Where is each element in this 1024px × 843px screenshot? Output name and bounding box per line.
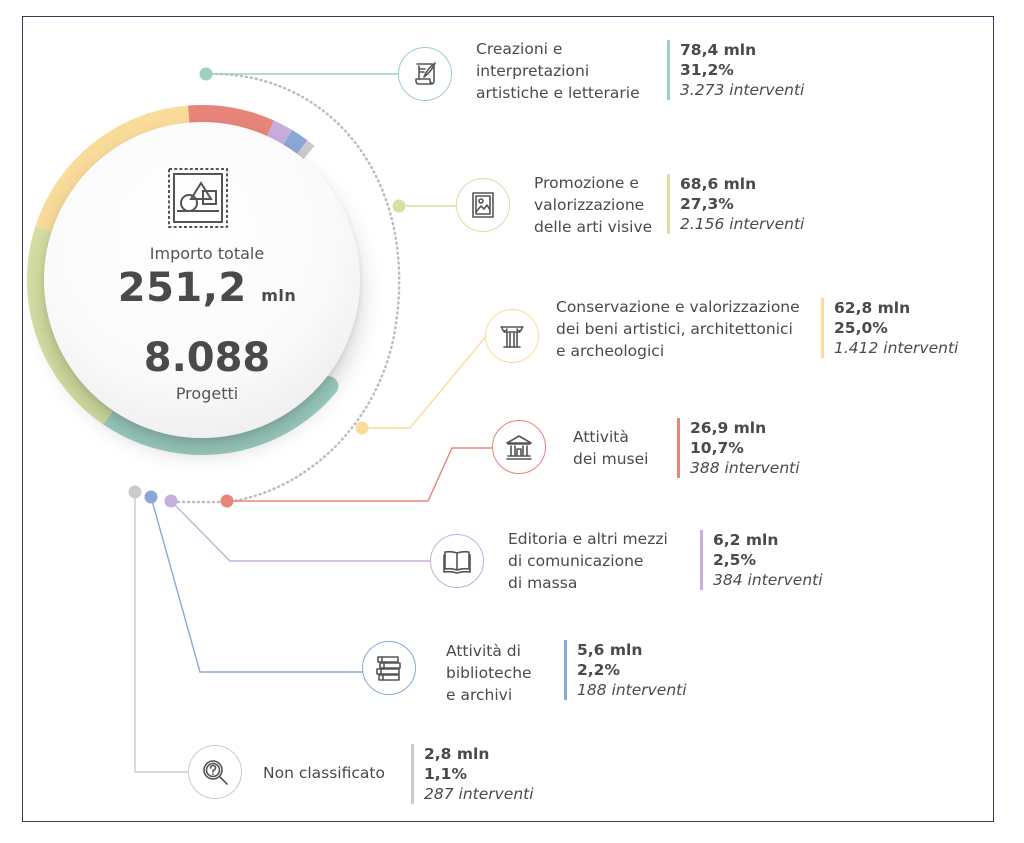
category-label-line: Conservazione e valorizzazione — [556, 298, 800, 316]
amount-value: 62,8 mln — [834, 299, 911, 317]
category-label-4: Attività dei musei — [573, 426, 648, 470]
category-values-7: 2,8 mln 1,1% 287 interventi — [411, 744, 534, 804]
category-label-line: Creazioni e — [476, 40, 563, 58]
interventions-count: 188 interventi — [577, 681, 687, 699]
category-label-line: interpretazioni — [476, 62, 590, 80]
category-label-line: Attività — [573, 428, 629, 446]
pie-slice-1 — [99, 376, 339, 455]
interventions-count: 388 interventi — [690, 459, 800, 477]
pie-slice-7 — [295, 140, 315, 162]
category-values-4: 26,9 mln 10,7% 388 interventi — [677, 418, 800, 478]
connector-line-3 — [362, 333, 489, 429]
category-label-line: dei musei — [573, 450, 649, 468]
percent-value: 1,1% — [424, 765, 467, 783]
total-amount: 251,2 — [117, 265, 247, 311]
category-values-2: 68,6 mln 27,3% 2.156 interventi — [667, 174, 804, 234]
category-label-line: di massa — [508, 574, 578, 592]
connector-dot-1 — [199, 67, 213, 81]
category-values-6: 5,6 mln 2,2% 188 interventi — [564, 640, 687, 700]
category-label-line: Attività di — [446, 642, 521, 660]
chart-frame — [22, 16, 994, 822]
pie-slice-2 — [27, 226, 115, 425]
amount-value: 26,9 mln — [690, 419, 767, 437]
interventions-count: 287 interventi — [424, 785, 534, 803]
category-values-5: 6,2 mln 2,5% 384 interventi — [700, 530, 823, 590]
connector-dot-4 — [220, 494, 234, 508]
category-values-3: 62,8 mln 25,0% 1.412 interventi — [821, 298, 958, 358]
interventions-count: 1.412 interventi — [834, 339, 959, 357]
pie-slice-6 — [281, 129, 308, 157]
connector-line-5 — [170, 500, 432, 562]
category-label-line: Promozione e — [534, 174, 639, 192]
percent-value: 25,0% — [834, 319, 888, 337]
open-book-icon — [430, 534, 484, 588]
amount-value: 2,8 mln — [424, 745, 490, 763]
percent-value: 10,7% — [690, 439, 744, 457]
interventions-count: 3.273 interventi — [680, 81, 805, 99]
connector-dot-6 — [144, 490, 158, 504]
pie-slice-3 — [35, 105, 190, 233]
category-label-line: dei beni artistici, architettonici — [556, 320, 793, 338]
stamp-shapes-icon — [168, 168, 228, 228]
column-capital-icon — [485, 309, 539, 363]
connector-dot-2 — [392, 199, 406, 213]
museum-building-icon — [492, 420, 546, 474]
connector-line-4 — [227, 447, 494, 502]
stacked-books-icon — [362, 641, 416, 695]
category-label-1: Creazioni e interpretazioni artistiche e l… — [476, 38, 640, 104]
category-label-2: Promozione e valorizzazione delle arti vis… — [534, 172, 652, 238]
connector-line-7 — [134, 492, 190, 773]
framed-picture-icon — [456, 178, 510, 232]
category-label-6: Attività di biblioteche e archivi — [446, 640, 532, 706]
category-label-line: e archivi — [446, 686, 513, 704]
connector-dot-7 — [128, 485, 142, 499]
category-label-line: biblioteche — [446, 664, 532, 682]
category-label-7: Non classificato — [263, 762, 385, 784]
total-value: 251,2 mln — [117, 265, 297, 311]
connector-dot-5 — [164, 494, 178, 508]
pie-slice-4 — [188, 104, 275, 139]
category-label-3: Conservazione e valorizzazione dei beni a… — [556, 296, 800, 362]
pie-slice-5 — [265, 120, 293, 148]
percent-value: 2,5% — [713, 551, 756, 569]
total-label: Importo totale — [149, 244, 265, 263]
scroll-quill-icon — [398, 47, 452, 101]
category-label-line: Non classificato — [263, 764, 385, 782]
percent-value: 31,2% — [680, 61, 734, 79]
interventions-count: 384 interventi — [713, 571, 823, 589]
total-unit: mln — [261, 286, 297, 305]
dotted-guide — [204, 72, 401, 504]
category-label-line: delle arti visive — [534, 218, 653, 236]
projects-label: Progetti — [175, 384, 239, 403]
percent-value: 2,2% — [577, 661, 620, 679]
amount-value: 78,4 mln — [680, 41, 757, 59]
category-label-line: e archeologici — [556, 342, 665, 360]
category-label-5: Editoria e altri mezzi di comunicazione di… — [508, 528, 668, 594]
magnifier-question-icon — [188, 745, 242, 799]
connector-dot-3 — [355, 421, 369, 435]
amount-value: 5,6 mln — [577, 641, 643, 659]
amount-value: 68,6 mln — [680, 175, 757, 193]
category-label-line: artistiche e letterarie — [476, 84, 640, 102]
percent-value: 27,3% — [680, 195, 734, 213]
connector-line-6 — [150, 496, 364, 673]
category-label-line: valorizzazione — [534, 196, 645, 214]
amount-value: 6,2 mln — [713, 531, 779, 549]
category-label-line: Editoria e altri mezzi — [508, 530, 668, 548]
interventions-count: 2.156 interventi — [680, 215, 805, 233]
category-values-1: 78,4 mln 31,2% 3.273 interventi — [667, 40, 804, 100]
category-label-line: di comunicazione — [508, 552, 644, 570]
projects-value: 8.088 — [143, 335, 271, 381]
